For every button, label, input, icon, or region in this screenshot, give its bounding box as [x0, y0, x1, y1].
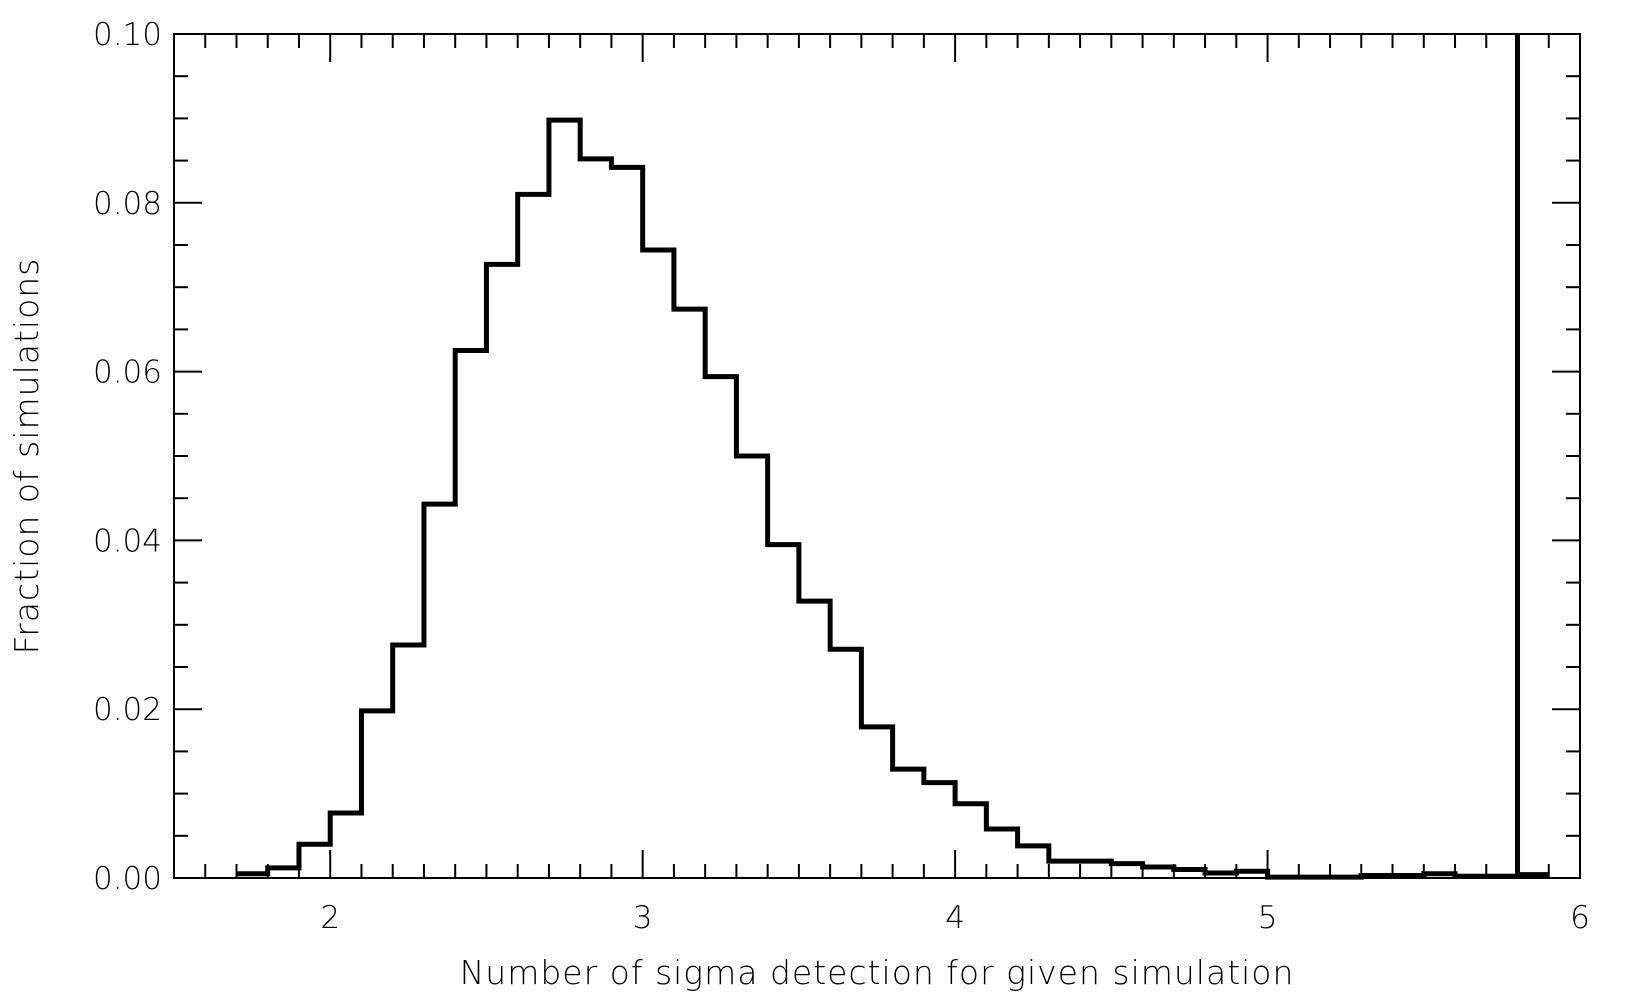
histogram-bin [643, 250, 674, 878]
histogram-bin [486, 264, 517, 878]
histogram-bin [361, 711, 392, 878]
histogram-outline [236, 117, 1549, 880]
x-tick-label: 6 [1570, 900, 1590, 936]
y-tick-label: 0.08 [93, 186, 162, 222]
histogram-bin [1018, 846, 1049, 878]
histogram-bin [830, 649, 861, 878]
y-tick-label: 0.10 [93, 17, 162, 53]
histogram-bin [424, 504, 455, 878]
histogram-bin [924, 783, 955, 878]
x-tick-label: 5 [1258, 900, 1278, 936]
histogram-bin [768, 545, 799, 878]
y-tick-label: 0.00 [93, 861, 162, 897]
x-tick-labels: 2 3 4 5 6 [320, 900, 1590, 936]
histogram-bin [580, 159, 611, 878]
x-tick-label: 3 [633, 900, 653, 936]
histogram-bin [549, 120, 580, 878]
y-tick-label: 0.02 [93, 692, 162, 728]
histogram-bin [674, 309, 705, 878]
histogram-bin [518, 194, 549, 878]
y-axis-title: Fraction of simulations [7, 258, 46, 655]
histogram-bin [299, 844, 330, 878]
histogram-bin [705, 377, 736, 878]
x-tick-label: 4 [945, 900, 965, 936]
histogram-bin [393, 645, 424, 878]
histogram-bin [861, 727, 892, 878]
histogram-bin [986, 829, 1017, 878]
histogram-bin [799, 601, 830, 878]
histogram-bin [955, 804, 986, 878]
x-axis-title: Number of sigma detection for given simu… [460, 953, 1295, 992]
histogram-bin [1049, 861, 1080, 878]
histogram-bin [330, 813, 361, 878]
y-tick-label: 0.06 [93, 355, 162, 391]
histogram-bin [736, 456, 767, 878]
y-tick-label: 0.04 [93, 523, 162, 559]
y-tick-labels: 0.00 0.02 0.04 0.06 0.08 0.10 [93, 17, 162, 897]
histogram-bin [455, 351, 486, 879]
histogram-bin [611, 167, 642, 878]
histogram-bin [893, 769, 924, 878]
histogram-bin [1080, 861, 1111, 878]
x-tick-label: 2 [320, 900, 340, 936]
